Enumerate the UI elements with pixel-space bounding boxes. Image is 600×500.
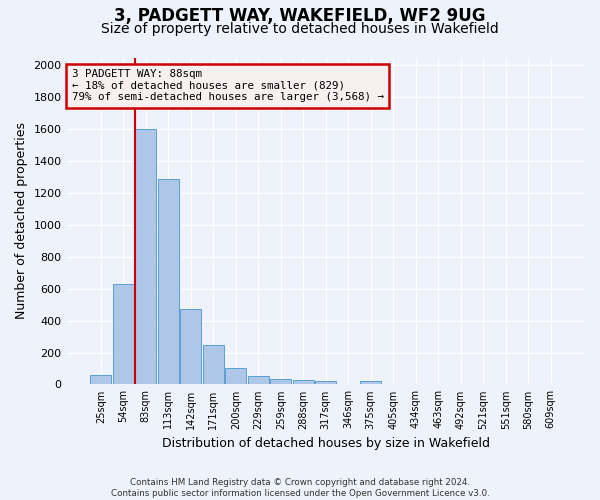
Bar (270, 378, 292, 384)
Bar (90, 375, 112, 384)
Bar (360, 381, 382, 384)
Bar (135, 130, 157, 384)
Bar (113, 284, 134, 384)
Bar (248, 376, 269, 384)
Bar (225, 368, 247, 384)
Text: Contains HM Land Registry data © Crown copyright and database right 2024.
Contai: Contains HM Land Registry data © Crown c… (110, 478, 490, 498)
Bar (203, 345, 224, 385)
Text: 3, PADGETT WAY, WAKEFIELD, WF2 9UG: 3, PADGETT WAY, WAKEFIELD, WF2 9UG (114, 8, 486, 26)
Bar (315, 381, 337, 384)
Y-axis label: Number of detached properties: Number of detached properties (15, 122, 28, 320)
Bar (293, 380, 314, 384)
Bar (158, 178, 179, 384)
Text: Size of property relative to detached houses in Wakefield: Size of property relative to detached ho… (101, 22, 499, 36)
Text: 3 PADGETT WAY: 88sqm
← 18% of detached houses are smaller (829)
79% of semi-deta: 3 PADGETT WAY: 88sqm ← 18% of detached h… (72, 69, 384, 102)
Bar (180, 308, 202, 384)
X-axis label: Distribution of detached houses by size in Wakefield: Distribution of detached houses by size … (162, 437, 490, 450)
